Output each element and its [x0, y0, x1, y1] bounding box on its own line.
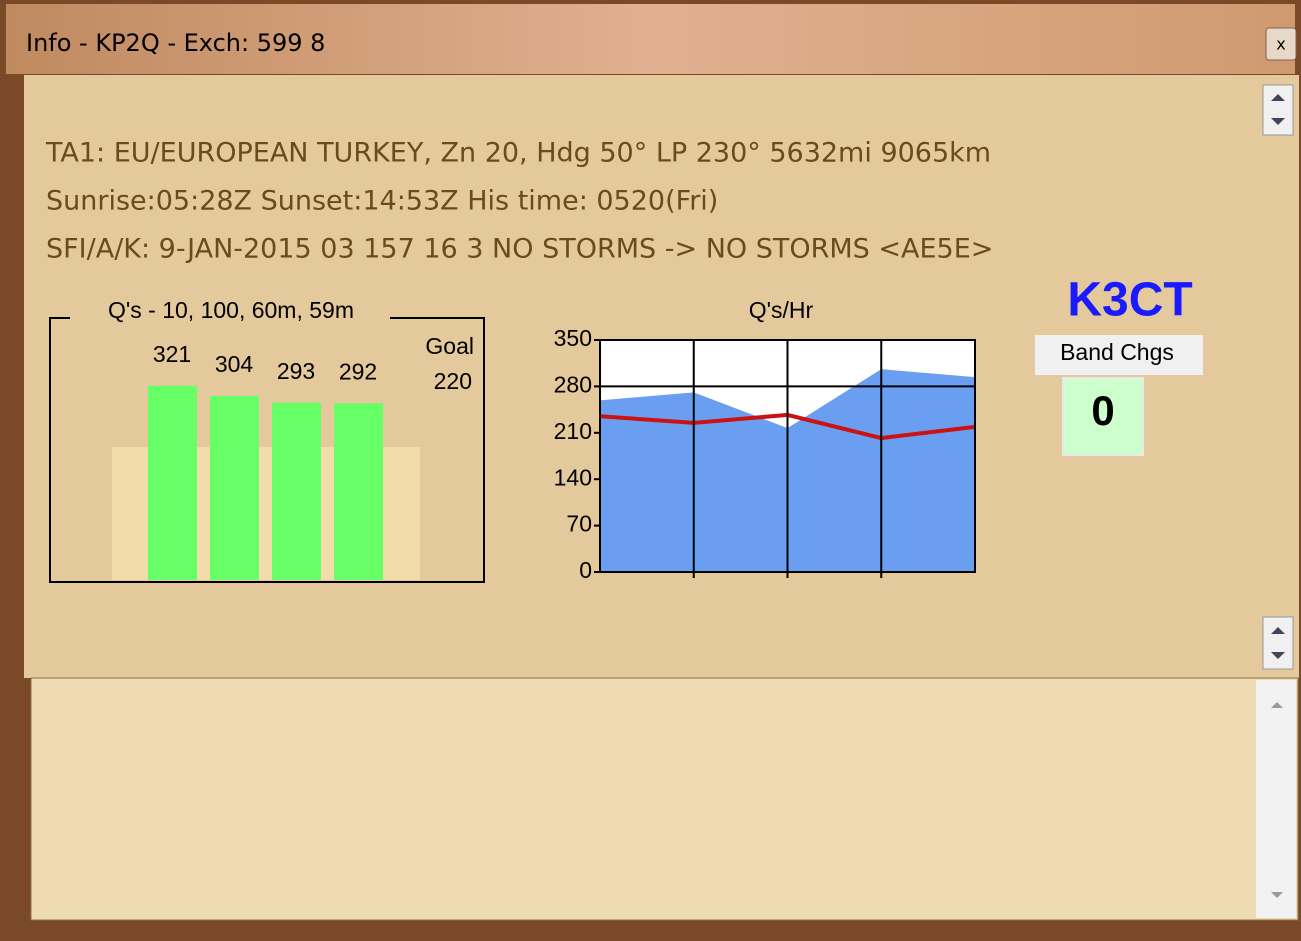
y-tick-label: 0	[579, 557, 592, 583]
goal-label: Goal	[425, 333, 474, 359]
close-button[interactable]	[1265, 27, 1297, 61]
scroll-buttons[interactable]	[1262, 84, 1294, 136]
bar-value-label: 293	[277, 358, 315, 384]
frame-gap	[70, 300, 390, 324]
band-chgs-label-box	[1035, 335, 1203, 375]
band-chgs-box	[1062, 377, 1144, 456]
bar-value-label: 292	[339, 358, 377, 384]
band-chgs-value: 0	[1091, 387, 1114, 434]
scroll-buttons[interactable]	[1262, 616, 1294, 670]
bar-value-label: 321	[153, 341, 191, 367]
window-title: Info - KP2Q - Exch: 599 8	[26, 29, 325, 57]
callsign: K3CT	[1067, 274, 1192, 327]
y-tick-label: 140	[554, 464, 592, 490]
y-tick-label: 280	[554, 371, 592, 397]
bar	[210, 396, 259, 580]
close-icon: x	[1276, 35, 1285, 54]
scroll-arrows	[1271, 94, 1285, 125]
info-line: TA1: EU/EUROPEAN TURKEY, Zn 20, Hdg 50° …	[45, 138, 991, 169]
line-title: Q's/Hr	[749, 297, 814, 323]
text-area[interactable]	[30, 677, 1299, 921]
bar-title: Q's - 10, 100, 60m, 59m	[108, 297, 354, 323]
bar-value-label: 304	[215, 351, 254, 377]
y-tick-label: 350	[554, 325, 592, 351]
scrollbar[interactable]	[1256, 680, 1296, 918]
bar	[272, 402, 321, 580]
band-chgs-label: Band Chgs	[1060, 339, 1174, 365]
y-tick-label: 210	[554, 418, 592, 444]
bar	[148, 385, 197, 580]
title-bar	[6, 4, 1295, 74]
scroll-arrows	[1271, 627, 1285, 659]
y-tick-label: 70	[566, 511, 592, 537]
plot-frame	[599, 339, 976, 573]
info-line: SFI/A/K: 9-JAN-2015 03 157 16 3 NO STORM…	[46, 234, 993, 265]
info-line: Sunrise:05:28Z Sunset:14:53Z His time: 0…	[46, 186, 718, 217]
info-lines: TA1: EU/EUROPEAN TURKEY, Zn 20, Hdg 50° …	[45, 138, 993, 265]
goal-value: 220	[434, 368, 472, 394]
bar	[334, 403, 383, 580]
